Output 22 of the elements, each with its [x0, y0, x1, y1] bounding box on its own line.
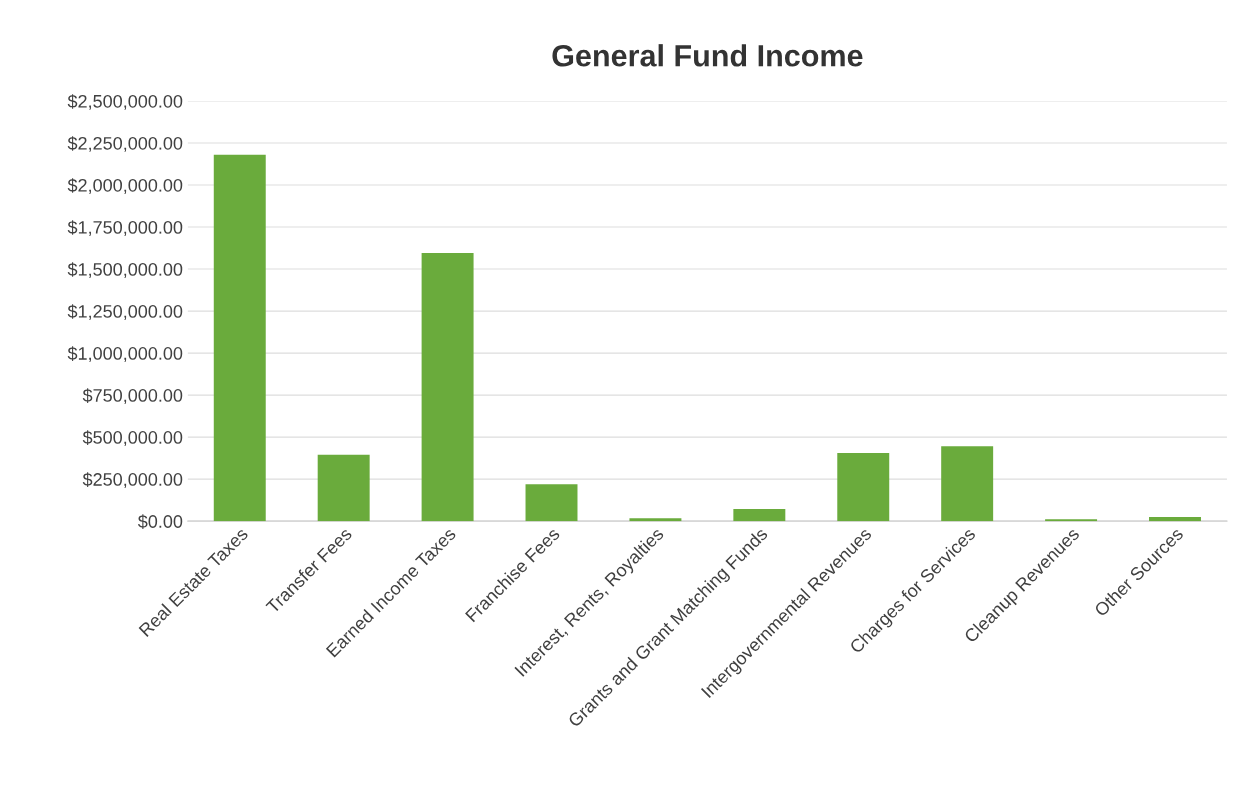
bar	[421, 253, 474, 522]
y-tick-label: $1,250,000.00	[67, 304, 183, 320]
y-tick-label: $500,000.00	[82, 430, 183, 446]
bar	[941, 446, 994, 522]
y-tick-label: $750,000.00	[82, 388, 183, 404]
bar	[1045, 519, 1098, 522]
bar	[629, 518, 682, 522]
y-tick-label: $2,250,000.00	[67, 136, 183, 152]
bar	[213, 154, 266, 522]
y-tick-label: $2,500,000.00	[67, 94, 183, 110]
chart-title: General Fund Income	[552, 44, 863, 67]
bar	[317, 454, 370, 522]
y-tick-label: $0.00	[137, 514, 183, 529]
bar	[837, 453, 890, 522]
y-tick-label: $1,500,000.00	[67, 262, 183, 278]
y-tick-label: $2,000,000.00	[67, 178, 183, 194]
bar	[733, 508, 786, 522]
y-tick-label: $250,000.00	[82, 472, 183, 488]
y-tick-label: $1,750,000.00	[67, 220, 183, 236]
bar	[525, 484, 578, 522]
y-tick-label: $1,000,000.00	[67, 346, 183, 362]
bar	[1149, 516, 1201, 522]
